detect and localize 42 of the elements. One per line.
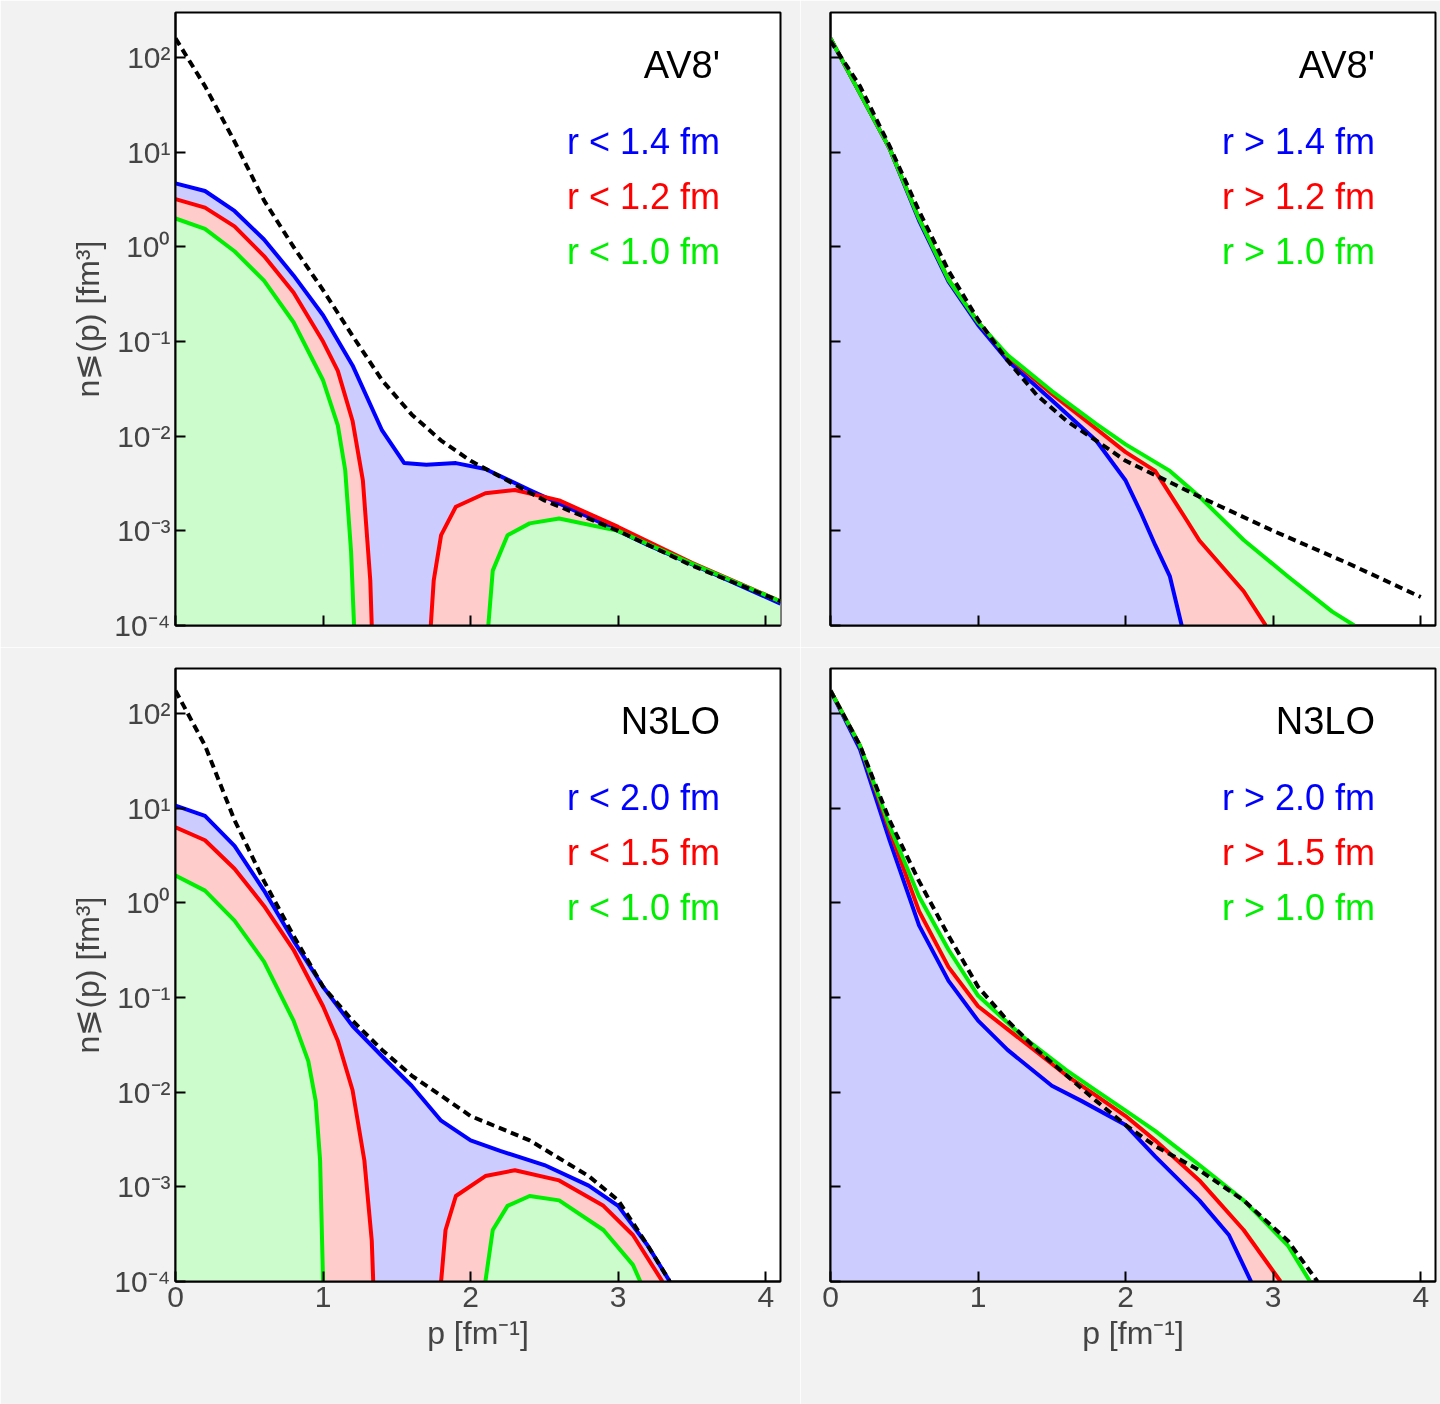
text: AV8' [643,43,721,86]
text: r > 2.0 fm [1221,776,1376,818]
y-tick-label: 10⁻² [117,1075,171,1109]
y-tick-label: 10¹ [127,135,171,169]
y-tick-label: 10⁻¹ [117,325,171,359]
x-tick-label: 0 [822,1279,839,1313]
y-tick-label: 10⁻¹ [117,981,171,1015]
x-tick-label: 4 [1412,1279,1430,1313]
text: AV8' [1298,43,1376,86]
text: r < 1.0 fm [566,887,721,929]
y-tick-label: 10⁻³ [117,514,171,548]
text: r > 1.4 fm [1221,120,1376,162]
text: r < 1.0 fm [566,231,721,273]
x-tick-label: 2 [1117,1279,1134,1313]
text: r < 1.5 fm [566,831,721,873]
y-tick-label: 10² [127,697,171,731]
text: r < 2.0 fm [566,776,721,818]
x-axis-title: p [fm⁻¹] [1082,1314,1184,1351]
x-tick-label: 4 [757,1279,775,1313]
y-tick-label: 10⁻⁴ [114,609,171,642]
text: r > 1.0 fm [1221,231,1376,273]
y-tick-label: 10⁻² [117,419,171,453]
text: r < 1.2 fm [566,175,721,217]
text: r > 1.0 fm [1221,887,1376,929]
x-tick-label: 1 [314,1279,332,1313]
x-tick-label: 1 [969,1279,987,1313]
text: r > 1.2 fm [1221,175,1376,217]
x-tick-label: 3 [1264,1279,1282,1313]
text: N3LO [1275,699,1376,742]
y-tick-label: 10⁰ [126,886,171,920]
y-tick-label: 10⁻³ [117,1170,171,1204]
y-axis-title: n≶(p) [fm³] [70,240,107,398]
x-tick-label: 2 [462,1279,479,1313]
text: N3LO [620,699,721,742]
y-tick-label: 10⁰ [126,230,171,264]
y-axis-title: n≶(p) [fm³] [70,896,107,1054]
x-tick-label: 3 [609,1279,627,1313]
x-axis-title: p [fm⁻¹] [427,1314,529,1351]
y-tick-label: 10¹ [127,791,171,825]
text: r > 1.5 fm [1221,831,1376,873]
y-tick-label: 10² [127,41,171,75]
text: r < 1.4 fm [566,120,721,162]
